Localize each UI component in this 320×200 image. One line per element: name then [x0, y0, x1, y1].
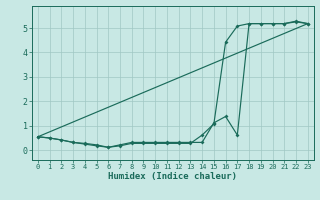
- X-axis label: Humidex (Indice chaleur): Humidex (Indice chaleur): [108, 172, 237, 181]
